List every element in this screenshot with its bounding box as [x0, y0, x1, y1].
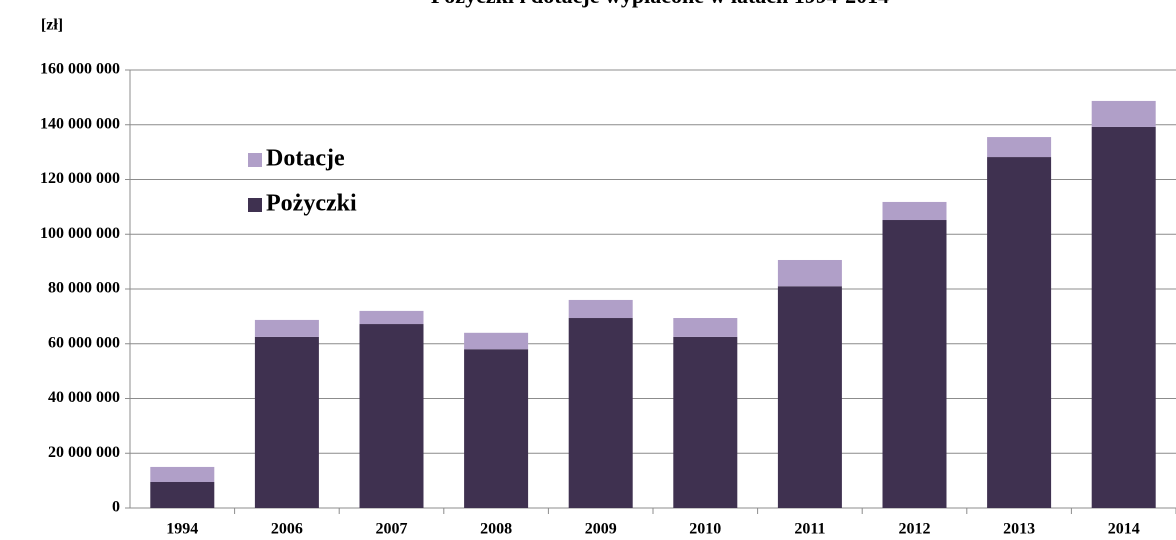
bar-segment [254, 319, 319, 337]
legend-swatch [248, 153, 262, 167]
bar-segment [777, 286, 842, 508]
y-tick-label: 100 000 000 [40, 225, 120, 242]
bar-segment [359, 324, 424, 508]
x-tick-label: 2008 [480, 521, 512, 538]
bar-segment [673, 336, 738, 508]
y-tick-label: 80 000 000 [48, 280, 120, 297]
bar-segment [568, 299, 633, 319]
x-tick-label: 2014 [1108, 521, 1140, 538]
legend-label: Dotacje [266, 146, 345, 172]
x-tick-label: 2013 [1003, 521, 1035, 538]
legend-label: Pożyczki [266, 191, 357, 217]
bar-segment [568, 318, 633, 508]
bar-segment [150, 466, 215, 482]
y-tick-label: 120 000 000 [40, 170, 120, 187]
bar-segment [254, 336, 319, 508]
x-tick-label: 2010 [689, 521, 721, 538]
x-tick-label: 2009 [585, 521, 617, 538]
bar-segment [1091, 100, 1156, 127]
bar-segment [150, 481, 215, 508]
y-tick-label: 60 000 000 [48, 334, 120, 351]
y-tick-label: 160 000 000 [40, 61, 120, 78]
bar-segment [464, 332, 529, 350]
y-axis-label: [zł] [41, 17, 63, 34]
bar-segment [882, 201, 947, 221]
bar-segment [1091, 126, 1156, 508]
bar-segment [464, 349, 529, 508]
bar-segment [673, 318, 738, 337]
x-tick-label: 2006 [271, 521, 303, 538]
y-tick-label: 0 [112, 499, 120, 516]
x-tick-label: 2012 [899, 521, 931, 538]
y-tick-label: 40 000 000 [48, 389, 120, 406]
y-tick-label: 20 000 000 [48, 444, 120, 461]
legend-swatch [248, 198, 262, 212]
chart-title: Pożyczki i dotacje wypłacone w latach 19… [431, 0, 889, 8]
y-tick-label: 140 000 000 [40, 115, 120, 132]
bar-segment [777, 259, 842, 287]
x-tick-label: 1994 [166, 521, 198, 538]
bar-segment [882, 220, 947, 508]
x-tick-label: 2007 [376, 521, 408, 538]
bar-segment [987, 157, 1052, 509]
bar-segment [987, 137, 1052, 158]
bar-segment [359, 310, 424, 325]
x-tick-label: 2011 [794, 521, 825, 538]
